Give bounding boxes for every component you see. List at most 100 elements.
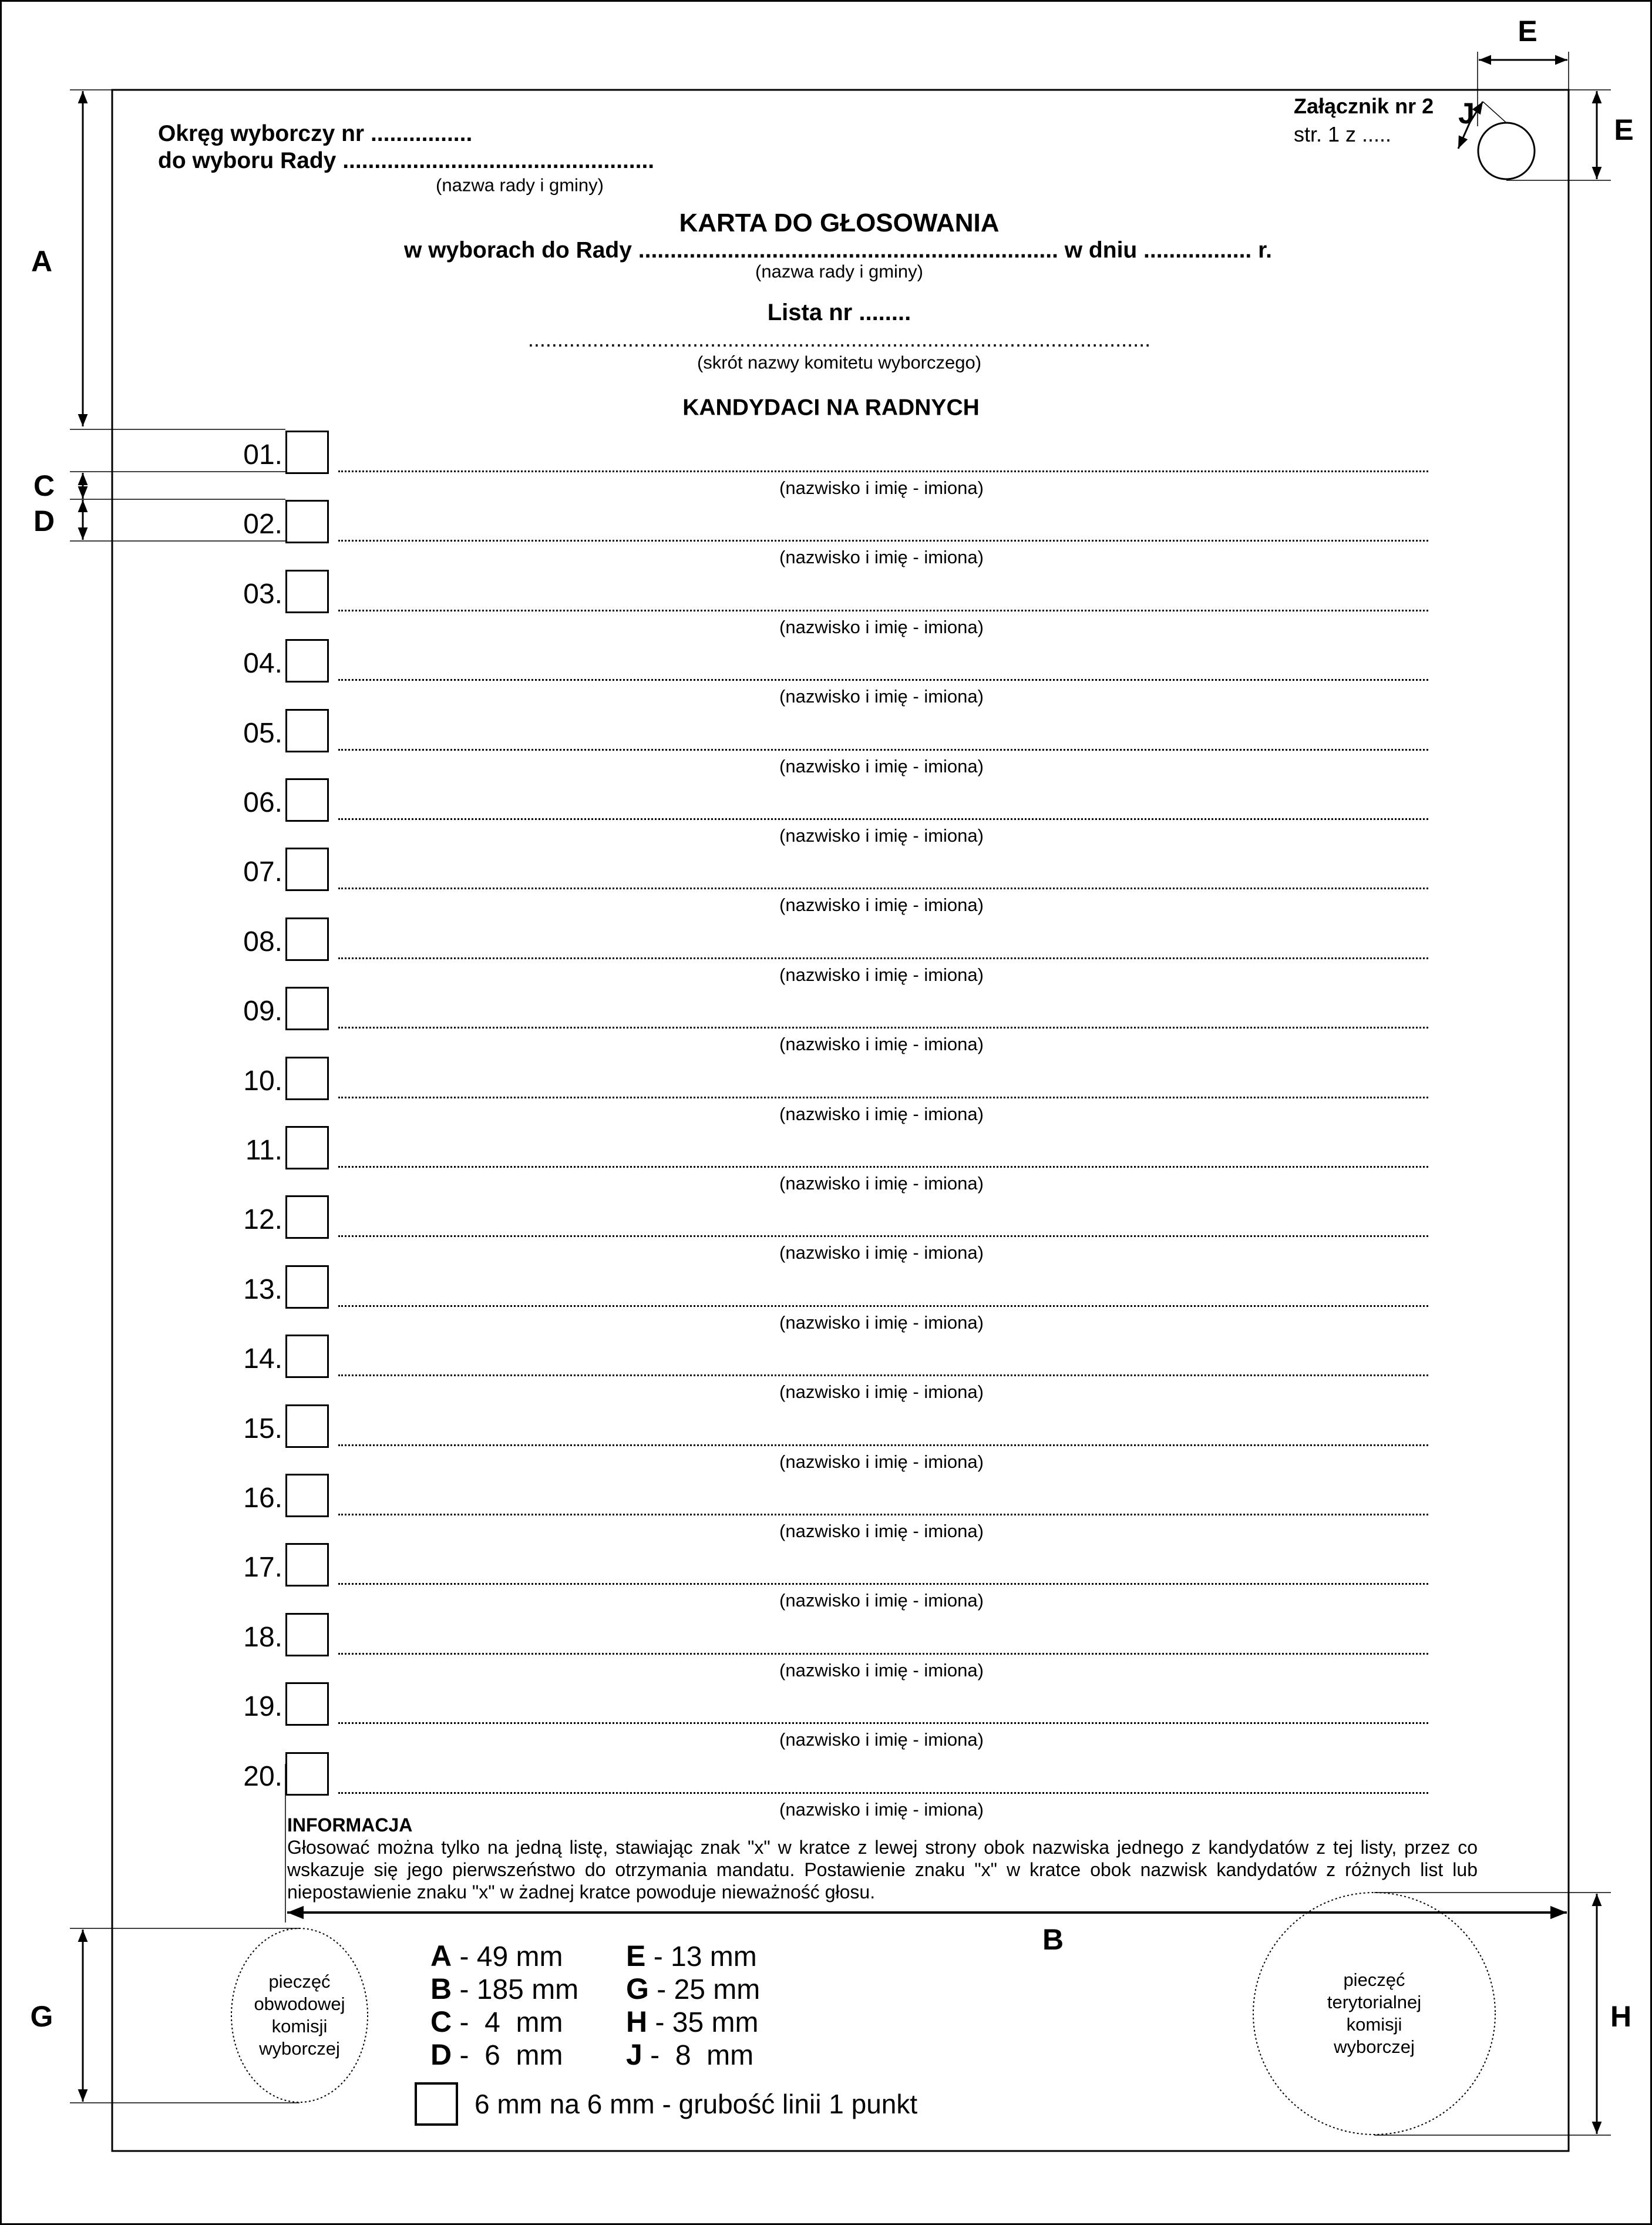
candidate-number: 18. (243, 1621, 282, 1653)
candidate-checkbox[interactable] (285, 1682, 329, 1726)
dim-label-h: H (1610, 2000, 1632, 2033)
legend-value: - 4 mm (459, 2007, 563, 2038)
candidate-name-line (338, 679, 1428, 681)
legend-key: J (626, 2038, 642, 2071)
stamp-line: pieczęć (1343, 1969, 1405, 1990)
candidate-name-line (338, 540, 1428, 542)
candidate-name-caption: (nazwisko i imię - imiona) (779, 1799, 984, 1820)
legend-key: B (430, 1972, 452, 2005)
legend-item: G - 25 mm (626, 1972, 760, 2006)
candidate-name-line (338, 1792, 1428, 1794)
candidate-name-caption: (nazwisko i imię - imiona) (779, 1659, 984, 1680)
subtitle-caption: (nazwa rady i gminy) (755, 261, 923, 282)
info-text: Głosować można tylko na jedną listę, sta… (287, 1837, 1478, 1903)
election-subtitle: w wyborach do Rady .....................… (404, 237, 1272, 263)
candidate-number: 20. (243, 1760, 282, 1792)
candidate-checkbox[interactable] (285, 1056, 329, 1100)
candidate-checkbox[interactable] (285, 1126, 329, 1169)
legend-value: - 8 mm (650, 2040, 754, 2071)
right-stamp-outline (1253, 1892, 1496, 2135)
candidate-name-line (338, 1027, 1428, 1029)
legend-item: E - 13 mm (626, 1939, 757, 1973)
left-stamp-label: pieczęć obwodowej komisji wyborczej (254, 1971, 345, 2060)
candidate-checkbox[interactable] (285, 848, 329, 892)
candidate-name-line (338, 1305, 1428, 1307)
candidate-name-caption: (nazwisko i imię - imiona) (779, 1242, 984, 1263)
candidate-name-line (338, 1652, 1428, 1655)
candidate-name-line (338, 1722, 1428, 1725)
ballot-frame (111, 89, 1570, 2152)
candidate-name-line (338, 1235, 1428, 1238)
candidate-checkbox[interactable] (285, 431, 329, 474)
candidate-name-caption: (nazwisko i imię - imiona) (779, 1173, 984, 1194)
candidate-number: 19. (243, 1691, 282, 1723)
legend-value: - 185 mm (459, 1974, 579, 2005)
dim-label-e-right: E (1614, 113, 1634, 146)
candidate-checkbox[interactable] (285, 1543, 329, 1587)
candidate-name-caption: (nazwisko i imię - imiona) (779, 547, 984, 568)
ballot-title: KARTA DO GŁOSOWANIA (679, 209, 1000, 237)
district-number: Okręg wyborczy nr ................ (158, 121, 473, 146)
candidate-name-caption: (nazwisko i imię - imiona) (779, 478, 984, 498)
legend-key: E (626, 1940, 646, 1972)
right-stamp-label: pieczęć terytorialnej komisji wyborczej (1327, 1969, 1421, 2058)
stamp-line: wyborczej (1334, 2036, 1415, 2057)
candidate-checkbox[interactable] (285, 987, 329, 1031)
legend-item: C - 4 mm (430, 2005, 563, 2039)
legend-value: - 49 mm (459, 1941, 563, 1972)
candidate-checkbox[interactable] (285, 917, 329, 961)
candidate-checkbox[interactable] (285, 1404, 329, 1448)
candidate-name-caption: (nazwisko i imię - imiona) (779, 755, 984, 777)
candidate-name-line (338, 1096, 1428, 1098)
stamp-line: komisji (1346, 2014, 1402, 2035)
page-number: str. 1 z ..... (1294, 122, 1392, 146)
candidate-checkbox[interactable] (285, 639, 329, 683)
candidate-number: 13. (243, 1273, 282, 1305)
dim-label-c: C (33, 469, 55, 502)
candidate-name-line (338, 609, 1428, 611)
candidate-number: 16. (243, 1483, 282, 1514)
attachment-label: Załącznik nr 2 (1294, 94, 1434, 118)
candidate-checkbox[interactable] (285, 1335, 329, 1379)
candidate-name-caption: (nazwisko i imię - imiona) (779, 1729, 984, 1750)
candidate-checkbox[interactable] (285, 500, 329, 544)
candidate-name-caption: (nazwisko i imię - imiona) (779, 1312, 984, 1333)
candidate-name-caption: (nazwisko i imię - imiona) (779, 1103, 984, 1124)
candidate-name-caption: (nazwisko i imię - imiona) (779, 1451, 984, 1472)
candidate-name-caption: (nazwisko i imię - imiona) (779, 895, 984, 916)
stamp-line: terytorialnej (1327, 1992, 1422, 2012)
legend-key: A (430, 1940, 452, 1972)
legend-item: J - 8 mm (626, 2038, 753, 2072)
info-heading: INFORMACJA (287, 1814, 413, 1836)
legend-value: - 35 mm (655, 2007, 759, 2038)
candidate-number: 05. (243, 717, 282, 749)
candidate-number: 08. (243, 926, 282, 957)
candidate-checkbox[interactable] (285, 1612, 329, 1656)
punch-hole-circle (1477, 122, 1536, 180)
candidate-name-line (338, 1374, 1428, 1377)
candidate-checkbox[interactable] (285, 1752, 329, 1796)
dim-label-b: B (1042, 1923, 1064, 1956)
candidate-checkbox[interactable] (285, 1195, 329, 1239)
committee-caption: (skrót nazwy komitetu wyborczego) (697, 352, 982, 373)
dim-label-j: J (1458, 97, 1475, 130)
stamp-line: pieczęć (268, 1971, 331, 1992)
candidate-number: 12. (243, 1204, 282, 1236)
candidate-checkbox[interactable] (285, 778, 329, 822)
candidate-number: 07. (243, 856, 282, 888)
dim-label-g: G (30, 2000, 53, 2033)
candidate-name-line (338, 1166, 1428, 1168)
legend-item: A - 49 mm (430, 1939, 563, 1973)
candidate-number: 06. (243, 787, 282, 818)
candidate-name-caption: (nazwisko i imię - imiona) (779, 1521, 984, 1541)
candidate-number: 11. (245, 1135, 282, 1166)
legend-item: D - 6 mm (430, 2038, 563, 2072)
candidate-checkbox[interactable] (285, 708, 329, 752)
candidate-checkbox[interactable] (285, 1474, 329, 1517)
legend-value: - 6 mm (459, 2040, 563, 2071)
candidate-checkbox[interactable] (285, 1265, 329, 1309)
legend-item: B - 185 mm (430, 1972, 578, 2006)
candidate-name-line (338, 1444, 1428, 1446)
candidate-checkbox[interactable] (285, 569, 329, 613)
candidate-number: 02. (243, 509, 282, 540)
